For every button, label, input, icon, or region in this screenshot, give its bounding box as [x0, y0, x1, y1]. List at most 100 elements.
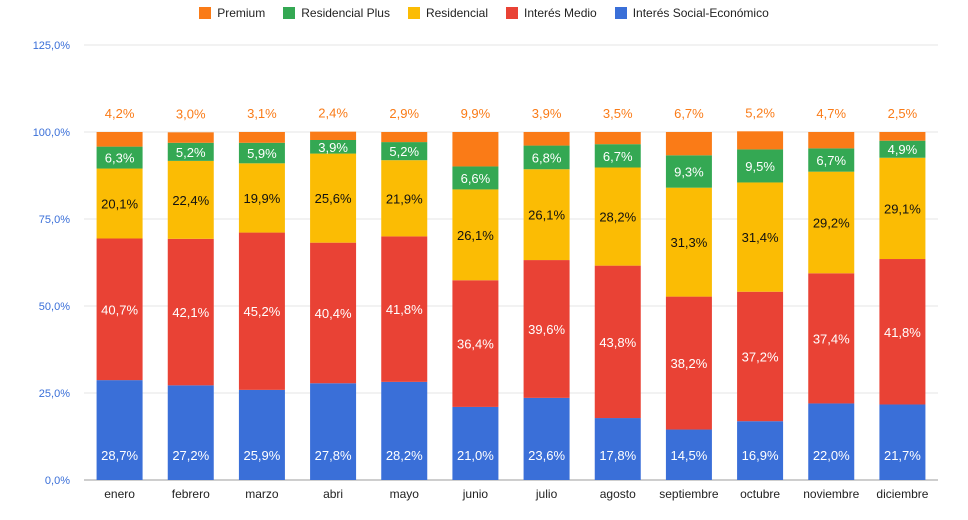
data-label: 41,8% — [884, 325, 921, 340]
bar-segment — [523, 145, 570, 170]
bar-segment — [808, 171, 855, 274]
legend-swatch — [506, 7, 518, 19]
bar-segment — [665, 187, 712, 297]
data-label: 16,9% — [742, 448, 779, 463]
bar-segment — [594, 418, 641, 480]
data-label: 37,4% — [813, 331, 850, 346]
data-label: 28,2% — [386, 448, 423, 463]
legend-swatch — [283, 7, 296, 19]
data-label: 25,9% — [243, 448, 280, 463]
x-tick-label: noviembre — [803, 487, 859, 501]
legend-swatch — [614, 7, 627, 19]
data-label: 2,5% — [888, 106, 918, 121]
bar-segment — [737, 182, 784, 292]
legend-item: Interés Social-Económico — [614, 4, 769, 22]
bar-segment — [96, 168, 143, 239]
data-label: 5,2% — [389, 144, 419, 159]
y-tick-label: 25,0% — [39, 388, 70, 400]
data-label: 4,9% — [888, 142, 918, 157]
bar-segment — [167, 132, 214, 143]
bar-segment — [594, 265, 641, 419]
bar-segment — [879, 140, 926, 158]
bar-segment — [879, 157, 926, 260]
data-label: 23,6% — [528, 448, 565, 463]
data-label: 22,0% — [813, 448, 850, 463]
bar-segment — [808, 403, 855, 480]
data-label: 14,5% — [670, 448, 707, 463]
bar-segment — [381, 132, 428, 143]
bar-segment — [665, 296, 712, 430]
data-label: 26,1% — [457, 228, 494, 243]
data-label: 25,6% — [315, 191, 352, 206]
bar-segment — [381, 236, 428, 382]
bar-segment — [167, 160, 214, 239]
legend-label: Interés Medio — [524, 6, 597, 20]
data-label: 22,4% — [172, 193, 209, 208]
bar-segment — [737, 131, 784, 150]
data-label: 40,7% — [101, 302, 138, 317]
data-label: 29,1% — [884, 201, 921, 216]
data-label: 21,7% — [884, 448, 921, 463]
bar-segment — [879, 132, 926, 141]
data-label: 4,2% — [105, 106, 135, 121]
bar-segment — [665, 155, 712, 188]
data-label: 41,8% — [386, 302, 423, 317]
legend-item: Residencial — [407, 4, 488, 22]
bar-segment — [96, 238, 143, 381]
x-tick-label: mayo — [390, 487, 420, 501]
bar-segment — [167, 385, 214, 480]
bar-segment — [310, 242, 357, 384]
data-label: 2,9% — [389, 106, 419, 121]
bar-segment — [452, 166, 499, 190]
data-label: 6,8% — [532, 150, 562, 165]
data-label: 9,9% — [461, 106, 491, 121]
bar-segment — [737, 291, 784, 422]
legend-swatch — [407, 7, 420, 19]
bar-segment — [452, 406, 499, 480]
data-label: 40,4% — [315, 306, 352, 321]
data-label: 6,3% — [105, 151, 135, 166]
data-label: 45,2% — [243, 304, 280, 319]
data-label: 3,1% — [247, 106, 277, 121]
x-tick-label: julio — [535, 487, 558, 501]
bar-segment — [737, 421, 784, 480]
data-label: 42,1% — [172, 305, 209, 320]
bar-segment — [238, 232, 285, 390]
bar-segment — [523, 397, 570, 480]
legend-label: Interés Social-Económico — [632, 6, 769, 20]
data-label: 27,2% — [172, 448, 209, 463]
bar-segment — [879, 259, 926, 405]
data-label: 26,1% — [528, 208, 565, 223]
bar-segment — [808, 273, 855, 404]
bar-segment — [665, 132, 712, 156]
bar-segment — [310, 383, 357, 480]
bar-segment — [808, 148, 855, 172]
bar-segment — [238, 132, 285, 143]
bar-segment — [381, 142, 428, 161]
legend-label: Premium — [217, 6, 266, 20]
bar-segment — [96, 132, 143, 147]
bar-segment — [523, 132, 570, 146]
bar-segment — [523, 169, 570, 261]
data-label: 5,2% — [176, 145, 206, 160]
y-tick-label: 75,0% — [39, 214, 70, 226]
data-label: 3,0% — [176, 106, 206, 121]
bar-segment — [381, 381, 428, 480]
y-tick-label: 100,0% — [33, 127, 71, 139]
data-label: 17,8% — [599, 448, 636, 463]
legend-item: Premium — [199, 4, 265, 22]
bar-segment — [594, 167, 641, 266]
data-label: 3,9% — [532, 106, 562, 121]
bar-segment — [523, 260, 570, 398]
data-label: 2,4% — [318, 106, 348, 121]
y-tick-label: 50,0% — [39, 301, 70, 313]
data-label: 9,5% — [745, 159, 775, 174]
data-label: 27,8% — [315, 448, 352, 463]
data-label: 6,6% — [461, 171, 491, 186]
bar-segment — [238, 389, 285, 480]
bar-segment — [238, 163, 285, 233]
data-label: 3,9% — [318, 140, 348, 155]
x-tick-label: abri — [323, 487, 343, 501]
x-tick-label: febrero — [172, 487, 210, 501]
